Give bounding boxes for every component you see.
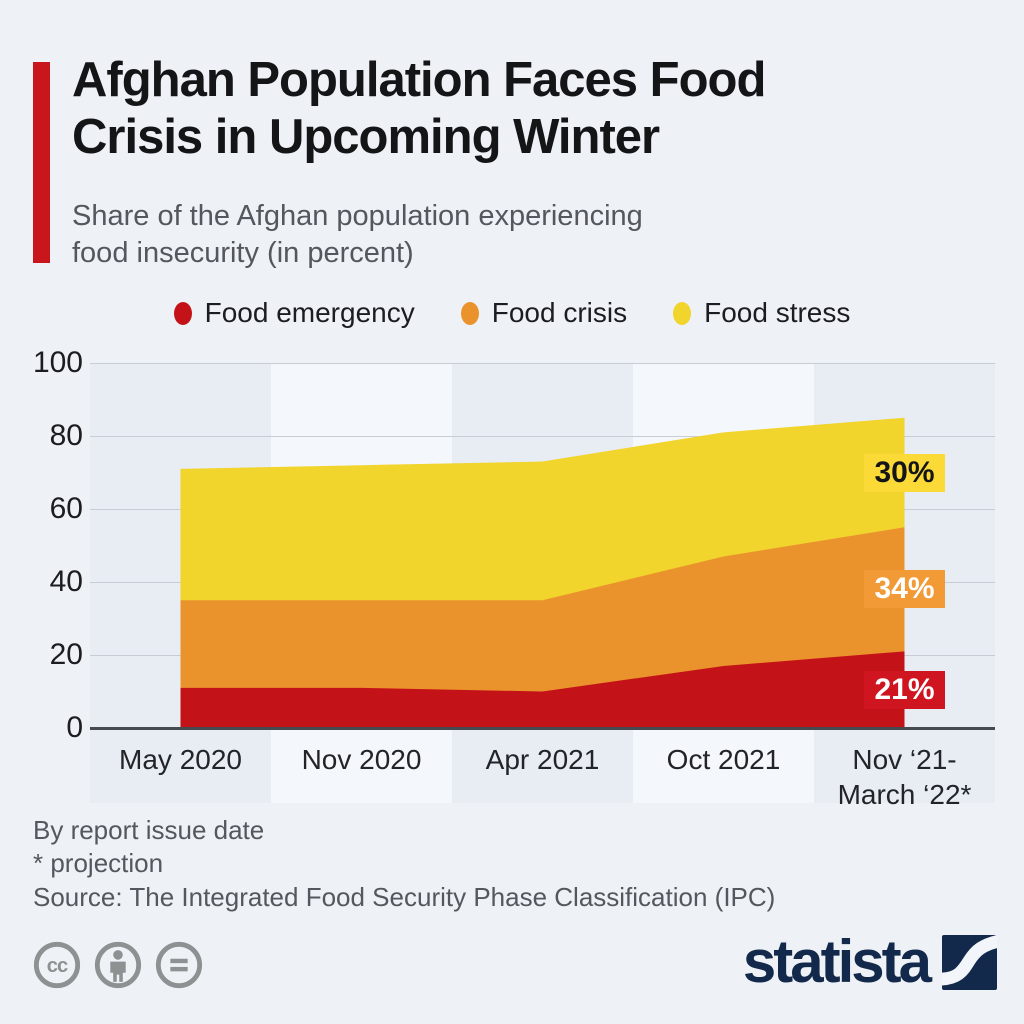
attribution-icon[interactable] xyxy=(93,940,143,990)
cc-license-icon[interactable]: cc xyxy=(32,940,82,990)
legend-label: Food stress xyxy=(704,297,851,328)
license-icons: cc xyxy=(32,940,204,990)
y-tick-label: 100 xyxy=(32,346,83,379)
y-tick-label: 0 xyxy=(66,711,83,744)
page-title-line-1: Afghan Population Faces Food xyxy=(72,53,766,107)
y-tick-label: 80 xyxy=(49,419,83,452)
statista-wordmark: statista xyxy=(742,928,932,995)
x-tick-label: Apr 2021 xyxy=(485,744,600,775)
legend-dot-food-stress xyxy=(673,301,692,325)
value-label-food-emergency: 21% xyxy=(864,670,945,709)
stacked-area-chart xyxy=(180,417,905,728)
chart-subtitle: Share of the Afghan population experienc… xyxy=(72,198,643,272)
y-tick-label: 40 xyxy=(49,565,83,598)
chart-plot: 30% 34% 21% 0 20 40 60 80 100 May 2020 Nov 2020 A… xyxy=(33,347,995,810)
legend-dot-food-crisis xyxy=(460,301,479,325)
page-title-line-2: Crisis in Upcoming Winter xyxy=(72,110,660,164)
x-axis-line xyxy=(90,727,995,730)
footnote-projection: * projection xyxy=(33,848,164,878)
legend-item: Food crisis xyxy=(460,297,628,329)
footnote-by-report-date: By report issue date xyxy=(33,815,265,845)
statista-logo[interactable]: statista xyxy=(743,932,997,992)
svg-text:cc: cc xyxy=(47,955,68,977)
legend-label: Food emergency xyxy=(204,297,415,328)
chart-subtitle-line-1: Share of the Afghan population experienc… xyxy=(72,200,643,232)
gridline xyxy=(90,435,995,437)
x-axis-labels: May 2020 Nov 2020 Apr 2021 Oct 2021 Nov ‘21-… xyxy=(90,742,995,812)
y-tick-label: 60 xyxy=(49,492,83,525)
legend: Food emergency Food crisis Food stress xyxy=(0,297,1024,329)
value-label-food-crisis: 34% xyxy=(864,570,945,609)
legend-item: Food stress xyxy=(673,297,850,329)
source-line: Source: The Integrated Food Security Pha… xyxy=(33,882,776,912)
y-tick-label: 20 xyxy=(49,638,83,671)
statista-logo-mark xyxy=(942,934,997,990)
value-label-food-stress: 30% xyxy=(864,453,945,492)
chart-subtitle-line-2: food insecurity (in percent) xyxy=(72,237,414,269)
no-derivatives-icon[interactable] xyxy=(154,940,204,990)
x-tick-label: May 2020 xyxy=(119,744,242,775)
area-series-food-emergency xyxy=(180,651,905,728)
gridline xyxy=(90,362,995,364)
x-tick-label: Nov ‘21- March ‘22* xyxy=(837,744,972,810)
legend-label: Food crisis xyxy=(491,297,628,328)
x-tick-label: Nov 2020 xyxy=(301,744,422,775)
legend-item: Food emergency xyxy=(173,297,415,329)
x-tick-label: Oct 2021 xyxy=(666,744,781,775)
title-accent-bar xyxy=(33,62,50,263)
page-title: Afghan Population Faces Food Crisis in U… xyxy=(72,52,766,166)
legend-dot-food-emergency xyxy=(173,301,192,325)
